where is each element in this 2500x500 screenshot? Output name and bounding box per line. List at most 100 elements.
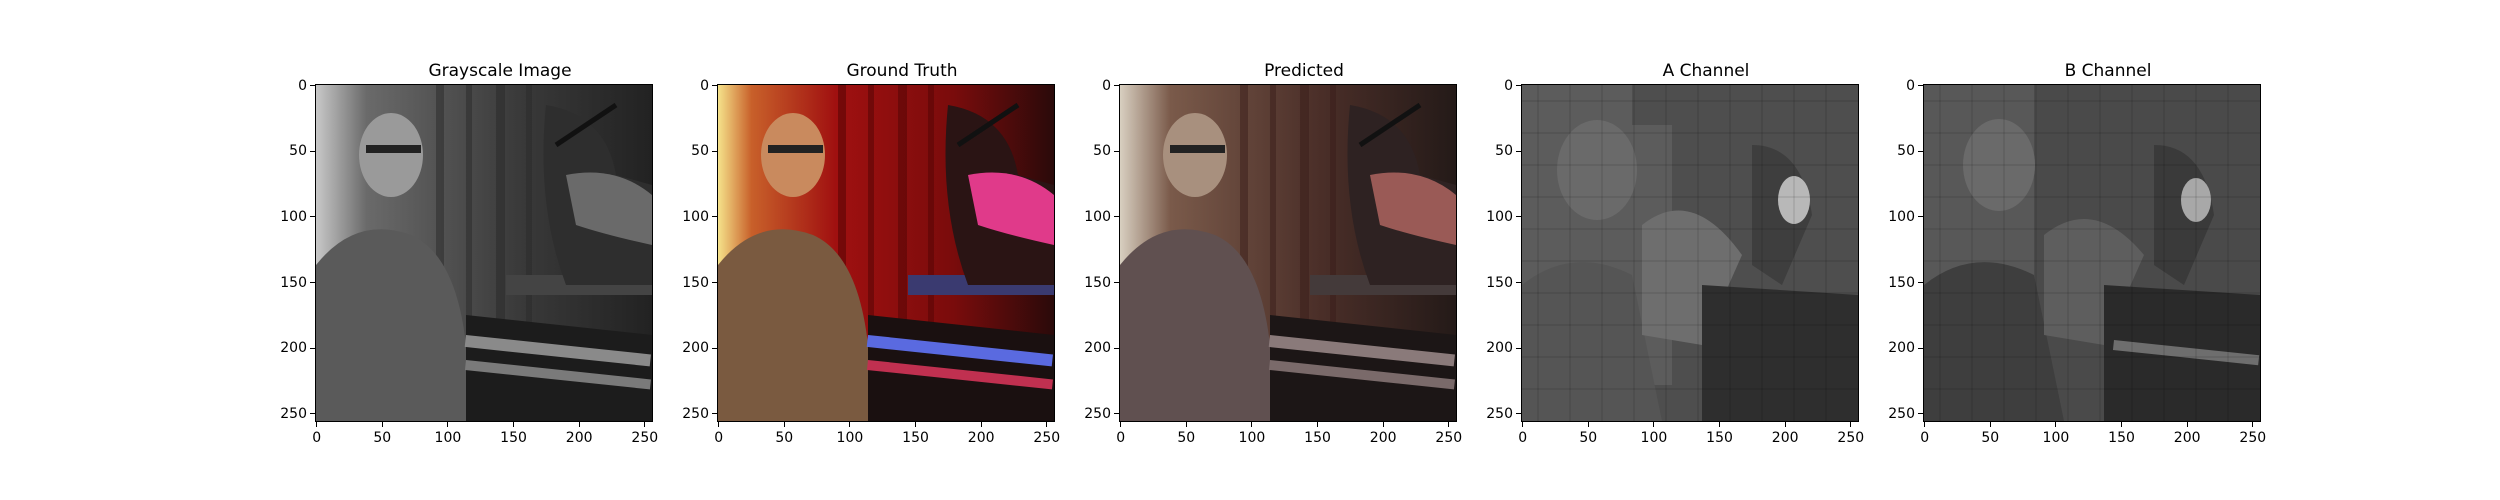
x-tick-mark bbox=[1120, 422, 1122, 427]
x-tick-mark bbox=[1924, 422, 1926, 427]
y-tick-label: 0 bbox=[700, 77, 709, 94]
x-tick-mark bbox=[980, 422, 982, 427]
y-tick-mark bbox=[1114, 85, 1119, 87]
x-tick-label: 50 bbox=[1177, 430, 1196, 446]
panel-a-channel: A Channel bbox=[1486, 0, 1906, 500]
x-tick-mark bbox=[1719, 422, 1721, 427]
y-tick-label: 100 bbox=[1888, 208, 1915, 225]
plot-area bbox=[1923, 84, 2261, 422]
y-tick-mark bbox=[310, 150, 315, 152]
y-tick-mark bbox=[1516, 150, 1521, 152]
x-tick-label: 100 bbox=[1640, 430, 1668, 446]
x-tick-mark bbox=[849, 422, 851, 427]
y-tick-label: 0 bbox=[1504, 77, 1513, 94]
x-tick-mark bbox=[915, 422, 917, 427]
y-tick-label: 100 bbox=[280, 208, 307, 225]
y-tick-label: 200 bbox=[682, 340, 709, 357]
y-tick-mark bbox=[712, 150, 717, 152]
panel-title: Grayscale Image bbox=[428, 61, 572, 81]
x-tick-mark bbox=[783, 422, 785, 427]
x-tick-mark bbox=[644, 422, 646, 427]
x-tick-label: 250 bbox=[1837, 430, 1865, 446]
y-tick-label: 50 bbox=[1495, 143, 1513, 160]
x-tick-label: 50 bbox=[775, 430, 794, 446]
y-tick-label: 150 bbox=[1084, 274, 1111, 291]
x-tick-label: 200 bbox=[1369, 430, 1397, 446]
y-tick-mark bbox=[1114, 347, 1119, 349]
y-tick-label: 50 bbox=[1897, 143, 1915, 160]
x-tick-mark bbox=[2252, 422, 2254, 427]
y-tick-mark bbox=[1918, 216, 1923, 218]
x-tick-label: 100 bbox=[1238, 430, 1266, 446]
x-tick-label: 150 bbox=[1706, 430, 1733, 446]
y-tick-mark bbox=[1114, 216, 1119, 218]
y-tick-mark bbox=[1918, 282, 1923, 284]
y-tick-label: 250 bbox=[1888, 405, 1915, 422]
y-tick-mark bbox=[310, 85, 315, 87]
x-tick-mark bbox=[316, 422, 318, 427]
y-tick-mark bbox=[1516, 347, 1521, 349]
y-tick-label: 150 bbox=[280, 274, 307, 291]
y-tick-mark bbox=[1114, 413, 1119, 415]
y-tick-label: 50 bbox=[289, 143, 307, 160]
panel-title: A Channel bbox=[1662, 61, 1750, 81]
y-tick-label: 250 bbox=[1486, 405, 1513, 422]
y-tick-label: 150 bbox=[1888, 274, 1915, 291]
image-b-channel bbox=[1924, 85, 2260, 421]
x-tick-mark bbox=[578, 422, 580, 427]
plot-area bbox=[315, 84, 653, 422]
x-tick-mark bbox=[1784, 422, 1786, 427]
y-tick-mark bbox=[310, 413, 315, 415]
y-tick-label: 250 bbox=[280, 405, 307, 422]
y-tick-label: 150 bbox=[682, 274, 709, 291]
y-tick-label: 0 bbox=[1906, 77, 1915, 94]
y-tick-label: 0 bbox=[298, 77, 307, 94]
x-tick-label: 150 bbox=[500, 430, 527, 446]
y-tick-mark bbox=[712, 413, 717, 415]
y-tick-mark bbox=[1516, 282, 1521, 284]
x-tick-label: 200 bbox=[565, 430, 593, 446]
x-tick-mark bbox=[1317, 422, 1319, 427]
x-tick-label: 50 bbox=[1981, 430, 2000, 446]
image-grayscale bbox=[316, 85, 652, 421]
y-tick-label: 100 bbox=[1486, 208, 1513, 225]
x-tick-mark bbox=[2121, 422, 2123, 427]
y-tick-label: 0 bbox=[1102, 77, 1111, 94]
y-tick-label: 200 bbox=[1486, 340, 1513, 357]
x-tick-label: 150 bbox=[1304, 430, 1331, 446]
x-tick-mark bbox=[381, 422, 383, 427]
y-tick-label: 200 bbox=[1888, 340, 1915, 357]
x-tick-label: 200 bbox=[1771, 430, 1799, 446]
x-tick-mark bbox=[1989, 422, 1991, 427]
image-predicted bbox=[1120, 85, 1456, 421]
x-tick-label: 100 bbox=[434, 430, 462, 446]
x-tick-label: 100 bbox=[2042, 430, 2070, 446]
x-tick-label: 0 bbox=[1518, 430, 1528, 446]
x-tick-mark bbox=[1522, 422, 1524, 427]
y-tick-mark bbox=[310, 216, 315, 218]
x-tick-mark bbox=[2055, 422, 2057, 427]
y-tick-label: 200 bbox=[280, 340, 307, 357]
y-tick-label: 50 bbox=[691, 143, 709, 160]
y-tick-mark bbox=[1114, 150, 1119, 152]
x-tick-label: 250 bbox=[1435, 430, 1463, 446]
x-tick-mark bbox=[1653, 422, 1655, 427]
y-tick-mark bbox=[1516, 216, 1521, 218]
y-tick-mark bbox=[1918, 347, 1923, 349]
x-tick-label: 150 bbox=[2108, 430, 2135, 446]
y-tick-mark bbox=[1516, 413, 1521, 415]
x-tick-label: 200 bbox=[2173, 430, 2201, 446]
panel-title: Ground Truth bbox=[846, 61, 958, 81]
panel-title: B Channel bbox=[2064, 61, 2152, 81]
y-tick-label: 100 bbox=[1084, 208, 1111, 225]
y-tick-mark bbox=[712, 282, 717, 284]
image-a-channel bbox=[1522, 85, 1858, 421]
x-tick-mark bbox=[1382, 422, 1384, 427]
x-tick-label: 100 bbox=[836, 430, 864, 446]
plot-area bbox=[1119, 84, 1457, 422]
x-tick-mark bbox=[1587, 422, 1589, 427]
panel-title: Predicted bbox=[1264, 61, 1344, 81]
y-tick-mark bbox=[1516, 85, 1521, 87]
y-tick-mark bbox=[310, 282, 315, 284]
panel-ground-truth: Ground Truth bbox=[682, 0, 1102, 500]
